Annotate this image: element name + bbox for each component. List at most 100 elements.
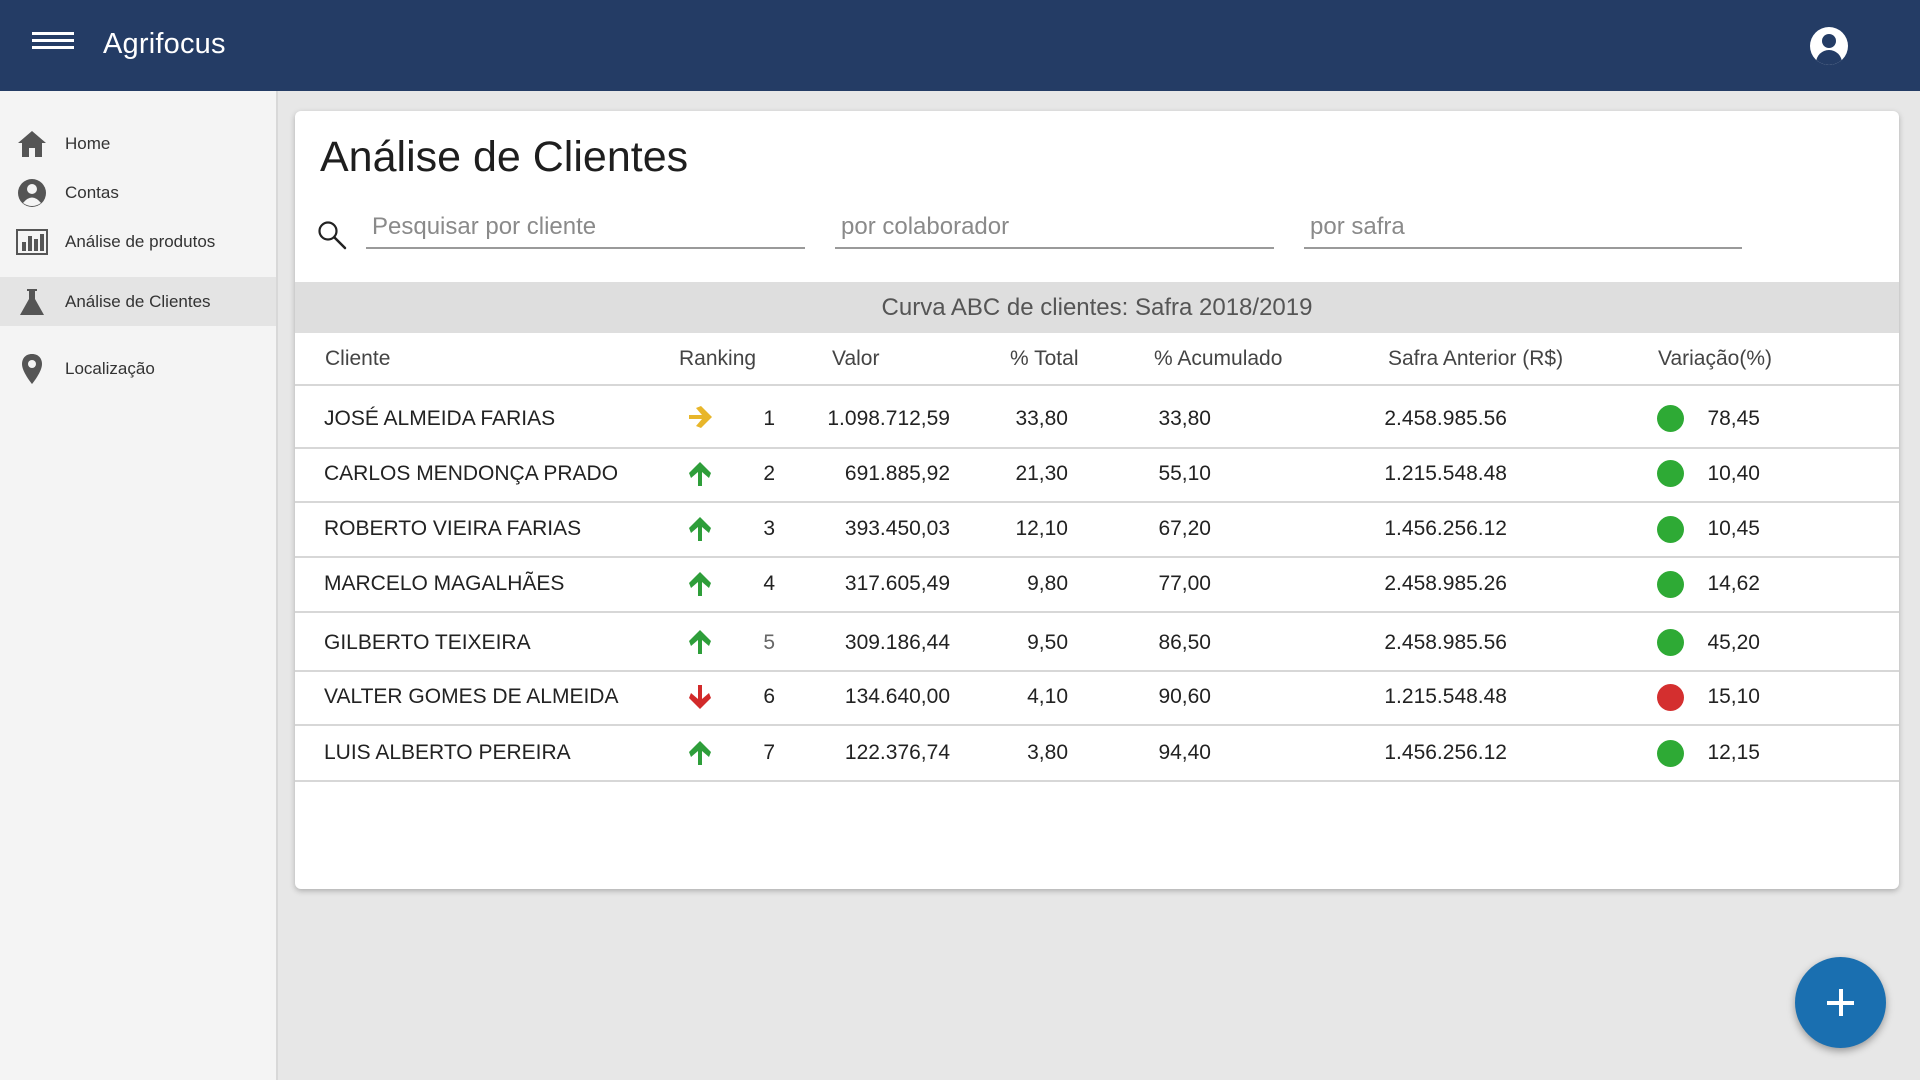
account-icon[interactable] <box>1810 27 1848 65</box>
column-header-acumulado[interactable]: % Acumulado <box>1154 347 1283 370</box>
table-row[interactable]: CARLOS MENDONÇA PRADO 2 691.885,92 21,30… <box>295 449 1899 503</box>
user-circle-icon <box>16 177 48 209</box>
variacao-value: 78,45 <box>1707 407 1760 430</box>
acumulado-value: 33,80 <box>1158 407 1211 430</box>
safra-anterior-value: 2.458.985.56 <box>1384 631 1507 654</box>
sidebar-item-label: Contas <box>65 183 119 202</box>
variacao-value: 10,45 <box>1707 517 1760 540</box>
client-name: LUIS ALBERTO PEREIRA <box>324 741 571 764</box>
client-analysis-card: Análise de Clientes Curva ABC de cliente… <box>295 111 1899 889</box>
header-divider <box>295 384 1899 386</box>
safra-anterior-value: 1.215.548.48 <box>1384 685 1507 708</box>
variacao-value: 12,15 <box>1707 741 1760 764</box>
menu-icon[interactable] <box>32 32 74 60</box>
plus-icon <box>1839 989 1843 1016</box>
status-dot-green <box>1657 740 1684 767</box>
ranking-value: 3 <box>763 517 775 540</box>
arrow-up-icon <box>689 572 711 596</box>
bar-chart-icon <box>16 226 48 258</box>
sidebar-item-label: Análise de produtos <box>65 232 216 251</box>
column-header-total[interactable]: % Total <box>1010 347 1079 370</box>
table-row[interactable]: JOSÉ ALMEIDA FARIAS 1 1.098.712,59 33,80… <box>295 386 1899 449</box>
safra-anterior-value: 1.456.256.12 <box>1384 517 1507 540</box>
status-dot-red <box>1657 684 1684 711</box>
harvest-filter-input[interactable] <box>1304 207 1742 249</box>
table-row[interactable]: ROBERTO VIEIRA FARIAS 3 393.450,03 12,10… <box>295 503 1899 558</box>
arrow-up-icon <box>689 741 711 765</box>
status-dot-green <box>1657 629 1684 656</box>
column-header-safra-anterior[interactable]: Safra Anterior (R$) <box>1388 347 1564 370</box>
valor-value: 122.376,74 <box>844 741 950 764</box>
client-name: JOSÉ ALMEIDA FARIAS <box>324 407 556 430</box>
total-value: 9,50 <box>1027 631 1068 654</box>
valor-value: 1.098.712,59 <box>827 407 950 430</box>
variacao-value: 15,10 <box>1707 685 1760 708</box>
safra-anterior-value: 1.456.256.12 <box>1384 741 1507 764</box>
sidebar-item-label: Localização <box>65 359 155 378</box>
table-row[interactable]: VALTER GOMES DE ALMEIDA 6 134.640,00 4,1… <box>295 672 1899 726</box>
ranking-value: 7 <box>763 741 775 764</box>
client-name: GILBERTO TEIXEIRA <box>324 631 531 654</box>
valor-value: 309.186,44 <box>844 631 950 654</box>
total-value: 9,80 <box>1027 572 1068 595</box>
collaborator-filter-input[interactable] <box>835 207 1274 249</box>
search-icon <box>318 221 347 250</box>
valor-value: 317.605,49 <box>844 572 950 595</box>
arrow-right-icon <box>689 406 712 428</box>
total-value: 33,80 <box>1015 407 1068 430</box>
sidebar-item-label: Home <box>65 134 111 153</box>
client-search-input[interactable] <box>366 207 805 249</box>
status-dot-green <box>1657 571 1684 598</box>
sidebar-item-home[interactable]: Home <box>0 121 276 167</box>
flask-icon <box>16 286 48 318</box>
top-app-bar: Agrifocus <box>0 0 1920 91</box>
location-pin-icon <box>16 353 48 385</box>
ranking-value: 5 <box>763 631 775 654</box>
client-name: MARCELO MAGALHÃES <box>324 572 565 595</box>
status-dot-green <box>1657 460 1684 487</box>
variacao-value: 45,20 <box>1707 631 1760 654</box>
table-row[interactable]: LUIS ALBERTO PEREIRA 7 122.376,74 3,80 9… <box>295 726 1899 782</box>
variacao-value: 14,62 <box>1707 572 1760 595</box>
table-row[interactable]: MARCELO MAGALHÃES 4 317.605,49 9,80 77,0… <box>295 558 1899 613</box>
client-name: CARLOS MENDONÇA PRADO <box>324 462 619 485</box>
total-value: 21,30 <box>1015 462 1068 485</box>
ranking-value: 1 <box>763 407 775 430</box>
status-dot-green <box>1657 405 1684 432</box>
valor-value: 134.640,00 <box>844 685 950 708</box>
arrow-up-icon <box>689 462 711 486</box>
sidebar-item-analise-clientes[interactable]: Análise de Clientes <box>0 277 276 326</box>
app-title: Agrifocus <box>103 28 226 60</box>
add-button[interactable] <box>1795 957 1886 1048</box>
sidebar-item-contas[interactable]: Contas <box>0 170 276 216</box>
variacao-value: 10,40 <box>1707 462 1760 485</box>
acumulado-value: 86,50 <box>1158 631 1211 654</box>
client-name: VALTER GOMES DE ALMEIDA <box>324 685 619 708</box>
ranking-value: 2 <box>763 462 775 485</box>
sidebar-item-localizacao[interactable]: Localização <box>0 346 276 392</box>
acumulado-value: 55,10 <box>1158 462 1211 485</box>
ranking-value: 6 <box>763 685 775 708</box>
acumulado-value: 67,20 <box>1158 517 1211 540</box>
safra-anterior-value: 2.458.985.26 <box>1384 572 1507 595</box>
total-value: 3,80 <box>1027 741 1068 764</box>
acumulado-value: 90,60 <box>1158 685 1211 708</box>
arrow-up-icon <box>689 517 711 541</box>
ranking-value: 4 <box>763 572 775 595</box>
column-header-valor[interactable]: Valor <box>832 347 880 370</box>
column-header-variacao[interactable]: Variação(%) <box>1658 347 1772 370</box>
sidebar-item-analise-produtos[interactable]: Análise de produtos <box>0 219 276 265</box>
home-icon <box>16 128 48 160</box>
column-header-cliente[interactable]: Cliente <box>325 347 391 370</box>
table-row[interactable]: GILBERTO TEIXEIRA 5 309.186,44 9,50 86,5… <box>295 613 1899 672</box>
safra-anterior-value: 1.215.548.48 <box>1384 462 1507 485</box>
column-header-ranking[interactable]: Ranking <box>679 347 757 370</box>
client-name: ROBERTO VIEIRA FARIAS <box>324 517 582 540</box>
valor-value: 691.885,92 <box>844 462 950 485</box>
safra-anterior-value: 2.458.985.56 <box>1384 407 1507 430</box>
table-title: Curva ABC de clientes: Safra 2018/2019 <box>295 282 1899 333</box>
sidebar-item-label: Análise de Clientes <box>65 291 211 311</box>
total-value: 12,10 <box>1015 517 1068 540</box>
total-value: 4,10 <box>1027 685 1068 708</box>
sidebar: Home Contas Análise de produtos Análise … <box>0 91 278 1080</box>
